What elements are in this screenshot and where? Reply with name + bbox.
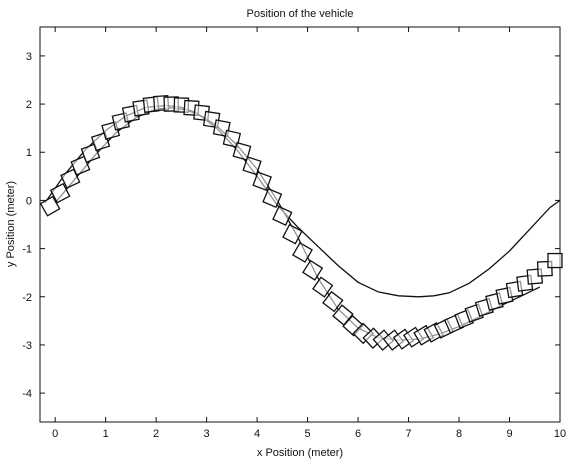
vehicle-marker-point <box>282 223 303 245</box>
y-tick-label: 0 <box>26 195 32 207</box>
y-tick-label: 1 <box>26 147 32 159</box>
vehicle-marker-point <box>49 182 71 204</box>
x-tick-label: 2 <box>153 428 159 440</box>
vehicle-marker-point <box>242 156 262 176</box>
y-tick-label: -2 <box>22 292 32 304</box>
x-tick-label: 8 <box>456 428 462 440</box>
vehicle-marker-point <box>322 290 344 313</box>
y-tick-label: 3 <box>26 51 32 63</box>
x-tick-label: 5 <box>305 428 311 440</box>
vehicle-marker-point <box>292 241 313 263</box>
x-tick-label: 0 <box>52 428 58 440</box>
vehicle-marker-point <box>232 141 252 161</box>
vehicle-marker-point <box>262 188 283 209</box>
x-axis-label: x Position (meter) <box>257 447 343 459</box>
vehicle-marker-point <box>547 252 563 269</box>
vehicle-marker-point <box>252 171 272 191</box>
vehicle-marker-point <box>312 276 334 298</box>
y-tick-label: -1 <box>22 244 32 256</box>
x-tick-label: 3 <box>204 428 210 440</box>
y-tick-label: -3 <box>22 340 32 352</box>
x-tick-label: 10 <box>554 428 566 440</box>
x-tick-label: 9 <box>506 428 512 440</box>
y-axis-label: y Position (meter) <box>5 181 17 267</box>
vehicle-marker-point <box>302 259 324 281</box>
y-tick-label: 2 <box>26 99 32 111</box>
data-series <box>39 94 563 351</box>
vehicle-marker-point <box>60 168 81 189</box>
x-tick-label: 1 <box>103 428 109 440</box>
x-tick-label: 4 <box>254 428 260 440</box>
x-tick-label: 7 <box>405 428 411 440</box>
y-tick-label: -4 <box>22 388 32 400</box>
vehicle-marker-point <box>222 129 242 148</box>
chart-title: Position of the vehicle <box>246 8 353 20</box>
vehicle-marker-point <box>70 155 91 176</box>
plot-area-frame <box>39 26 561 423</box>
x-tick-label: 6 <box>355 428 361 440</box>
vehicle-marker-point <box>39 195 61 217</box>
vehicle-marker-point <box>272 205 293 227</box>
